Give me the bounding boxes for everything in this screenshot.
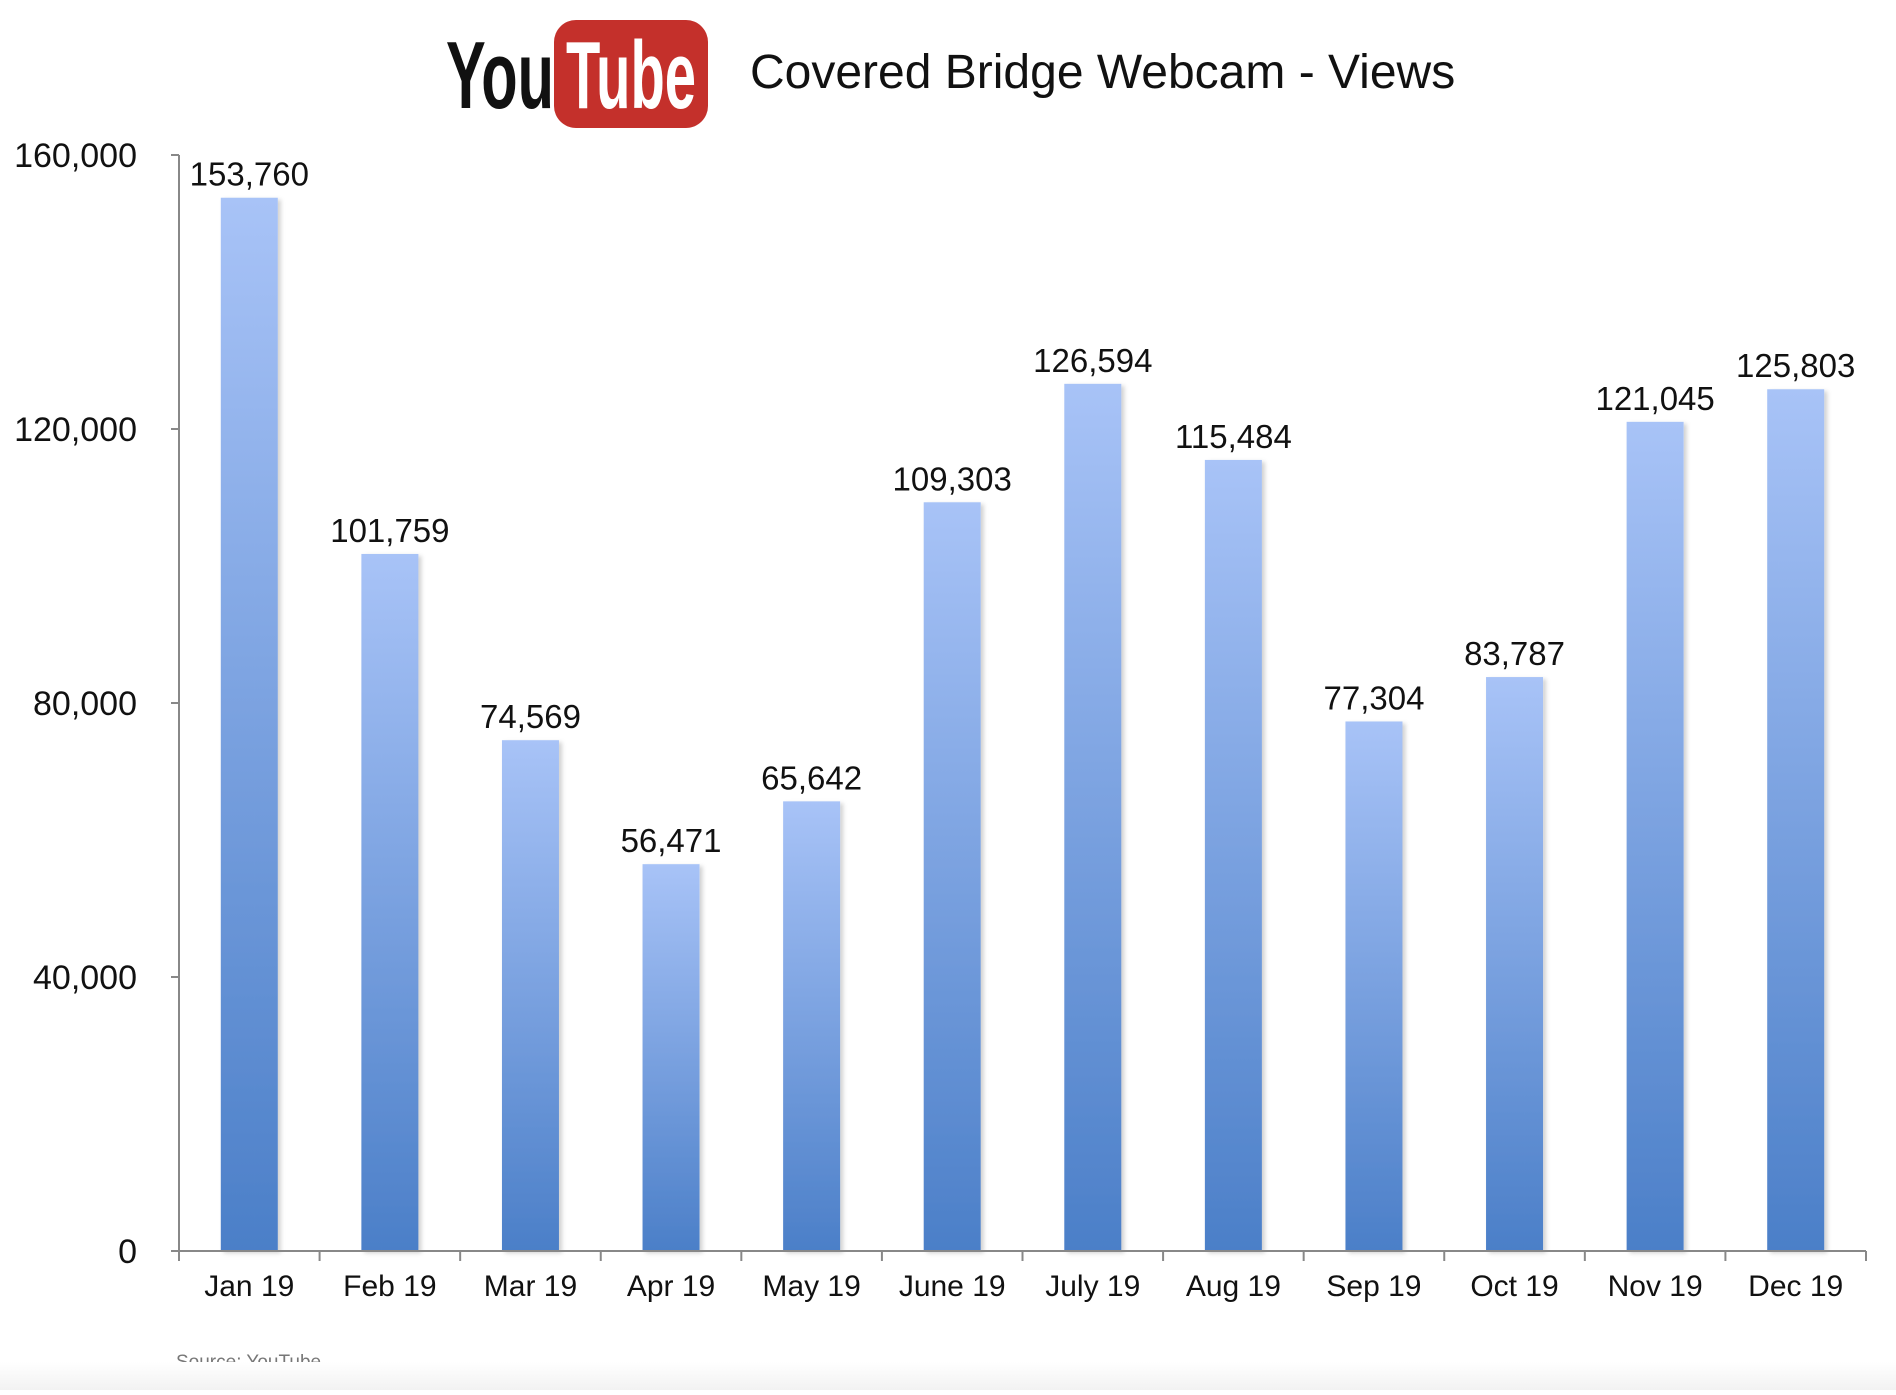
x-tick-label: Mar 19 xyxy=(484,1270,577,1303)
bar xyxy=(1767,389,1825,1251)
bar xyxy=(501,740,559,1251)
x-tick-label: Sep 19 xyxy=(1326,1270,1421,1303)
x-axis: Jan 19 Feb 19 Mar 19 Apr 19 May 19 June 19 Jul… xyxy=(178,1250,1867,1303)
y-tick-label: 160,000 xyxy=(14,137,137,175)
x-tick-label: May 19 xyxy=(762,1270,860,1303)
bar xyxy=(220,197,278,1251)
x-tick-label: June 19 xyxy=(899,1270,1006,1303)
bar-value-label: 101,759 xyxy=(330,512,449,549)
bar-value-label: 115,484 xyxy=(1175,418,1292,455)
bar-value-label: 74,569 xyxy=(480,698,581,735)
y-tick-label: 0 xyxy=(118,1233,137,1271)
bar-value-label: 56,471 xyxy=(621,822,722,859)
bar xyxy=(642,864,700,1251)
bar-value-label: 65,642 xyxy=(761,759,862,796)
bar-value-label: 126,594 xyxy=(1033,342,1152,379)
bar xyxy=(1204,459,1262,1252)
bars xyxy=(220,197,1825,1252)
bar-value-label: 77,304 xyxy=(1323,679,1424,716)
y-tick-label: 40,000 xyxy=(33,959,137,997)
x-tick-label: Oct 19 xyxy=(1470,1270,1558,1303)
x-tick-label: Dec 19 xyxy=(1748,1270,1843,1303)
logo-red-box xyxy=(554,20,708,128)
chart-title: Covered Bridge Webcam - Views xyxy=(750,46,1455,99)
y-tick-label: 120,000 xyxy=(14,411,137,449)
x-tick-label: Feb 19 xyxy=(343,1270,436,1303)
logo-word-you: You xyxy=(446,22,554,129)
bar xyxy=(1626,421,1684,1251)
bar-value-label: 153,760 xyxy=(190,156,309,193)
bottom-fade xyxy=(0,1362,1896,1390)
youtube-logo: You Tube xyxy=(446,20,708,129)
bar-value-label: 109,303 xyxy=(893,460,1012,497)
bar xyxy=(783,801,841,1251)
bar xyxy=(1486,677,1544,1251)
y-tick-label: 80,000 xyxy=(33,685,137,723)
value-labels: 153,760 101,759 74,569 56,471 65,642 109,303 1… xyxy=(190,156,1856,859)
y-axis: 0 40,000 80,000 120,000 160,000 xyxy=(14,137,180,1271)
bar-value-label: 83,787 xyxy=(1464,635,1565,672)
bar xyxy=(1064,383,1122,1252)
x-tick-label: Aug 19 xyxy=(1186,1270,1281,1303)
bar-value-label: 121,045 xyxy=(1595,380,1714,417)
bar xyxy=(923,502,981,1252)
x-tick-label: Jan 19 xyxy=(204,1270,294,1303)
x-tick-label: Apr 19 xyxy=(627,1270,715,1303)
bar xyxy=(361,553,419,1251)
bar-value-label: 125,803 xyxy=(1736,347,1855,384)
x-tick-label: July 19 xyxy=(1045,1270,1140,1303)
bar xyxy=(1345,721,1403,1251)
x-tick-label: Nov 19 xyxy=(1608,1270,1703,1303)
logo-word-tube: Tube xyxy=(566,22,696,129)
